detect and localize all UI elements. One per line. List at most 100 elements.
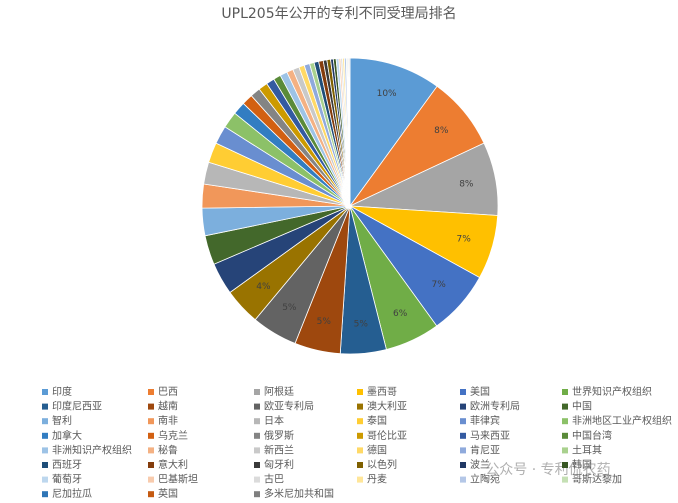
legend-marker [460, 389, 466, 395]
legend-marker [42, 389, 48, 395]
legend-label: 中国台湾 [572, 429, 612, 442]
legend-label: 肯尼亚 [470, 443, 500, 456]
data-label: 5% [317, 317, 332, 327]
legend-label: 泰国 [367, 414, 387, 427]
legend-label: 德国 [367, 443, 387, 456]
legend-label: 南非 [158, 414, 178, 427]
legend-marker [562, 403, 568, 410]
legend-label: 加拿大 [52, 429, 82, 442]
legend-label: 意大利 [158, 458, 188, 471]
data-label: 5% [354, 319, 369, 329]
legend-marker [42, 447, 48, 454]
legend-label: 韩国 [572, 458, 592, 471]
legend-label: 巴基斯坦 [158, 473, 198, 486]
legend-label: 欧洲专利局 [470, 400, 520, 413]
legend-marker [460, 418, 466, 425]
legend-marker [460, 403, 466, 410]
legend-marker [460, 432, 466, 439]
legend-marker [562, 418, 568, 425]
legend-label: 西班牙 [52, 459, 82, 471]
pie-slice [349, 57, 438, 208]
legend-marker [357, 432, 363, 439]
legend-label: 乌克兰 [158, 429, 188, 442]
legend-label: 阿根廷 [264, 385, 294, 398]
legend-label: 丹麦 [367, 474, 387, 486]
legend-marker [357, 462, 363, 468]
legend-marker [460, 476, 466, 483]
legend-marker [460, 462, 466, 468]
legend-marker [42, 462, 48, 468]
legend-marker [148, 447, 154, 454]
legend-marker [357, 403, 363, 410]
legend-label: 巴西 [158, 386, 178, 398]
legend-label: 马来西亚 [470, 430, 510, 442]
legend-marker [42, 403, 48, 410]
legend-marker [42, 432, 48, 439]
legend-label: 波兰 [470, 458, 490, 471]
chart-title: UPL205年公开的专利不同受理局排名 [221, 6, 456, 22]
data-label: 8% [434, 126, 449, 136]
legend-label: 印度 [52, 385, 72, 398]
legend-marker [148, 389, 154, 395]
legend-label: 世界知识产权组织 [572, 385, 652, 398]
legend-label: 以色列 [367, 458, 397, 471]
data-label: 7% [431, 280, 446, 290]
legend-label: 欧亚专利局 [264, 400, 314, 413]
watermark: 公众号 · 专利侃农药 [485, 462, 610, 478]
legend-marker [254, 491, 260, 498]
legend-marker [148, 432, 154, 439]
legend-marker [562, 476, 568, 483]
data-label: 7% [456, 235, 471, 245]
legend-marker [562, 447, 568, 454]
legend-label: 智利 [52, 414, 72, 427]
legend-marker [42, 476, 48, 483]
legend-marker [148, 418, 154, 425]
legend-marker [254, 432, 260, 439]
legend-label: 俄罗斯 [264, 429, 294, 442]
legend-label: 立陶宛 [470, 473, 500, 486]
legend-label: 新西兰 [264, 443, 294, 456]
legend-marker [460, 447, 466, 454]
legend-label: 土耳其 [572, 443, 602, 456]
data-label: 10% [377, 89, 397, 99]
legend-marker [148, 403, 154, 410]
legend-label: 多米尼加共和国 [264, 487, 334, 500]
legend-label: 中国 [572, 400, 592, 413]
legend-marker [357, 389, 363, 395]
legend-marker [254, 447, 260, 454]
legend-label: 古巴 [264, 473, 284, 486]
legend-label: 哥斯达黎加 [572, 473, 622, 486]
legend-label: 非洲知识产权组织 [52, 443, 132, 456]
legend-marker [562, 432, 568, 439]
data-label: 8% [459, 179, 474, 189]
legend-label: 英国 [158, 487, 178, 500]
legend-marker [254, 462, 260, 468]
legend-marker [254, 389, 260, 395]
data-label: 6% [393, 309, 408, 319]
legend-marker [254, 418, 260, 425]
legend-label: 匈牙利 [264, 458, 294, 471]
legend-marker [42, 418, 48, 425]
legend-marker [357, 447, 363, 454]
legend-label: 非洲地区工业产权组织 [572, 414, 672, 427]
legend-label: 墨西哥 [367, 386, 397, 398]
legend-marker [357, 418, 363, 425]
legend-label: 澳大利亚 [367, 400, 407, 413]
legend-marker [562, 389, 568, 395]
pie-slice [348, 57, 351, 207]
legend-label: 秘鲁 [158, 443, 178, 456]
legend-label: 美国 [470, 385, 490, 398]
legend-marker [562, 462, 568, 468]
legend-label: 印度尼西亚 [52, 400, 102, 413]
legend-label: 哥伦比亚 [367, 429, 407, 442]
legend-label: 日本 [264, 414, 284, 427]
legend-marker [148, 462, 154, 468]
legend-marker [357, 476, 363, 483]
data-label: 4% [256, 282, 271, 292]
legend-marker [42, 491, 48, 498]
legend-marker [254, 476, 260, 483]
legend-marker [254, 403, 260, 410]
legend-label: 尼加拉瓜 [52, 487, 92, 500]
legend-marker [148, 491, 154, 498]
